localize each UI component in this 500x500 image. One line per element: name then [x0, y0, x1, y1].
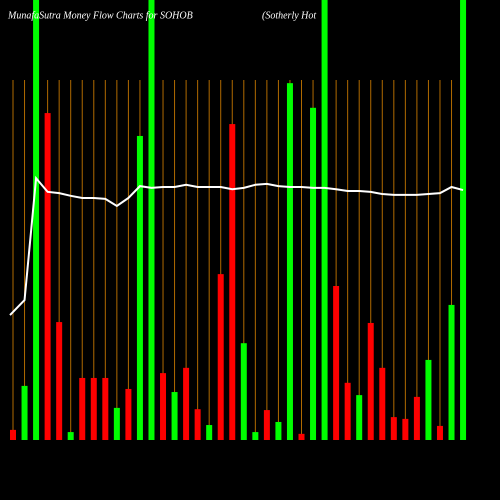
bar [298, 433, 305, 440]
bars [10, 0, 467, 441]
bar [252, 432, 259, 440]
bar [136, 135, 143, 440]
bar [321, 0, 328, 440]
bar [448, 304, 455, 440]
bar [67, 432, 74, 440]
bar [356, 395, 363, 440]
bar [171, 392, 178, 440]
bar [275, 421, 282, 440]
bar [413, 396, 420, 440]
bar [113, 407, 120, 440]
bar [425, 359, 432, 440]
bar [102, 377, 109, 440]
bar [10, 429, 16, 440]
bar [460, 0, 467, 440]
bar [240, 343, 247, 440]
bar [367, 322, 374, 440]
chart-title: MunafaSutra Money Flow Charts for SOHOB [7, 10, 193, 21]
bar [390, 417, 397, 440]
bar [44, 113, 51, 440]
bar [33, 0, 40, 440]
bar [21, 385, 28, 440]
bar [217, 274, 224, 440]
bar [286, 83, 293, 440]
bar [263, 410, 270, 440]
bar [160, 373, 167, 440]
bar [194, 409, 201, 440]
bar [379, 367, 386, 440]
bar [90, 377, 97, 440]
bar [310, 107, 317, 441]
chart-subtitle: (Sotherly Hot [262, 10, 316, 21]
bar [56, 322, 63, 440]
bar [206, 425, 213, 440]
bar [402, 418, 409, 440]
money-flow-line [9, 175, 464, 316]
bar [344, 382, 351, 440]
bar [79, 377, 86, 440]
bar [436, 425, 443, 440]
bar [148, 0, 155, 440]
bar [125, 388, 132, 440]
bar [229, 124, 236, 440]
bar [333, 286, 340, 440]
bar [183, 367, 190, 440]
